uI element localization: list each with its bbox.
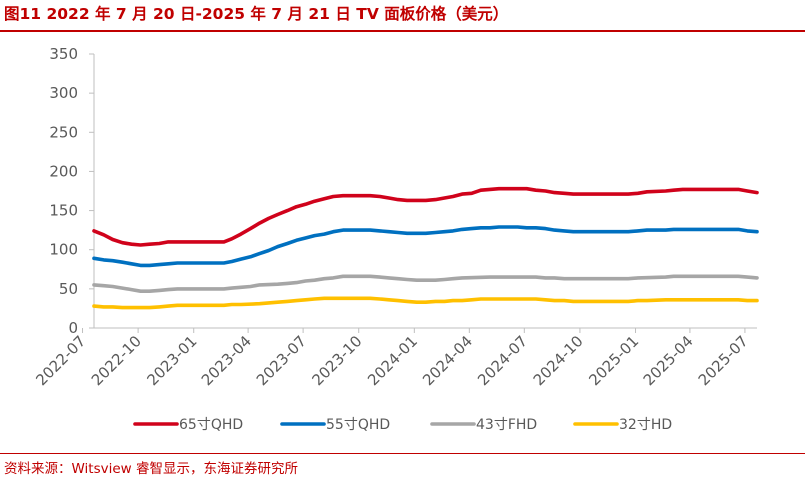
y-tick-label: 0 (68, 319, 78, 337)
x-tick-label: 2022-10 (88, 332, 145, 389)
title-rule (0, 30, 805, 32)
x-tick-label: 2023-04 (198, 332, 255, 389)
x-tick-label: 2024-04 (419, 332, 476, 389)
series-line-1 (92, 186, 759, 247)
y-tick-label: 200 (49, 162, 78, 180)
x-tick-label: 2025-04 (640, 332, 697, 389)
legend-label: 65寸QHD (179, 417, 243, 433)
y-tick-label: 150 (49, 202, 78, 220)
source-note: 资料来源：Witsview 睿智显示，东海证券研究所 (4, 461, 299, 477)
legend-label: 55寸QHD (326, 417, 390, 433)
legend-label: 43寸FHD (476, 417, 537, 433)
x-tick-label: 2023-01 (143, 332, 200, 389)
x-tick-label: 2024-07 (474, 332, 531, 389)
x-tick-label: 2023-10 (308, 332, 365, 389)
series-layer (92, 186, 759, 310)
y-axis: 0 50 100 150 200 250 300 350 (49, 45, 95, 337)
x-tick-label: 2023-07 (253, 332, 310, 389)
x-tick-label: 2024-01 (364, 332, 421, 389)
x-tick-label: 2024-10 (530, 332, 587, 389)
series-line-2 (92, 225, 759, 268)
legend: 65寸QHD 55寸QHD 43寸FHD 32寸HD (133, 417, 672, 433)
x-tick-label: 2022-07 (32, 332, 89, 389)
x-axis: 2022-072022-102023-012023-042023-072023-… (32, 327, 757, 389)
y-tick-label: 350 (49, 45, 78, 63)
y-tick-label: 50 (59, 280, 78, 298)
y-tick-label: 100 (49, 241, 78, 259)
footer-rule (0, 453, 805, 454)
series-line-4 (92, 296, 759, 310)
series-line-3 (92, 274, 759, 294)
chart-title: 图11 2022 年 7 月 20 日-2025 年 7 月 21 日 TV 面… (4, 5, 509, 23)
x-tick-label: 2025-07 (695, 332, 752, 389)
y-tick-label: 250 (49, 123, 78, 141)
y-tick-label: 300 (49, 84, 78, 102)
legend-label: 32寸HD (619, 417, 672, 433)
x-tick-label: 2025-01 (585, 332, 642, 389)
